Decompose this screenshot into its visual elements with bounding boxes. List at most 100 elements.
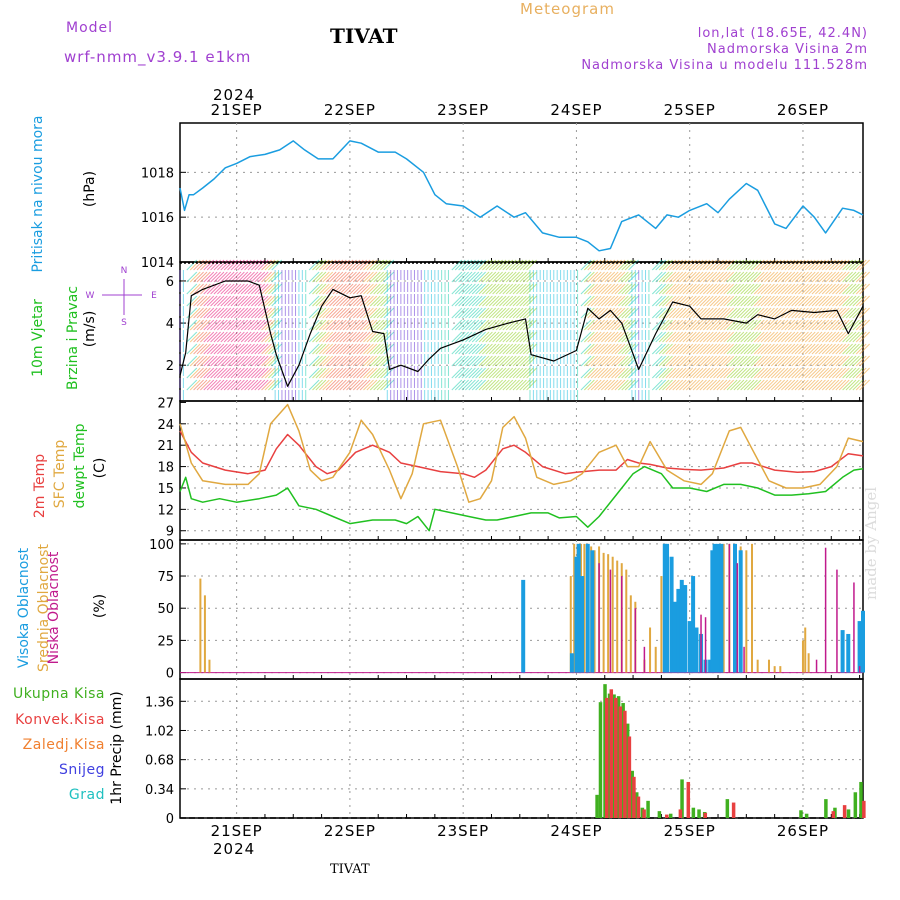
wind-barb	[234, 271, 245, 283]
wind-barb	[230, 271, 242, 283]
wind-barb	[363, 355, 374, 367]
wind-barb	[200, 367, 211, 379]
wind-barb	[339, 295, 351, 307]
compass-e: E	[151, 291, 157, 301]
wind-barb	[376, 271, 388, 283]
wind-barb	[468, 259, 480, 271]
wind-barb	[451, 259, 463, 271]
wind-barb	[237, 295, 249, 307]
wind-barb	[376, 367, 388, 379]
wind-barb	[342, 355, 354, 367]
wind-barb	[196, 379, 208, 391]
wind-barb	[699, 379, 711, 391]
wind-barb	[747, 307, 758, 319]
wind-barb	[587, 271, 599, 283]
wind-barb	[200, 295, 211, 307]
wind-barb	[240, 343, 252, 355]
wind-barb	[604, 271, 616, 283]
wind-barb	[271, 367, 283, 379]
wind-barb	[468, 319, 480, 331]
wind-barb	[346, 367, 357, 379]
wind-barb	[706, 331, 718, 343]
wind-barb	[689, 355, 701, 367]
wind-barb	[801, 355, 813, 367]
wind-barb	[454, 379, 466, 391]
wind-barb	[781, 295, 792, 307]
wind-barb	[465, 355, 476, 367]
wind-barb	[325, 319, 337, 331]
wind-barb	[383, 343, 395, 355]
wind-barb	[461, 307, 473, 319]
wind-barb	[509, 259, 520, 271]
wind-barb	[651, 379, 663, 391]
wind-barb	[352, 259, 364, 271]
wind-barb	[716, 331, 728, 343]
wind-barb	[257, 271, 269, 283]
wind-barb	[600, 319, 612, 331]
wind-barb	[482, 355, 493, 367]
wind-barb	[770, 367, 782, 379]
wind-barb	[852, 319, 864, 331]
wind-barb	[611, 367, 622, 379]
wind-barb	[651, 319, 663, 331]
wind-barb	[478, 379, 490, 391]
wind-barb	[621, 367, 633, 379]
wind-barb	[478, 343, 490, 355]
wind-barb	[655, 259, 667, 271]
cloud-bar-high_cloud	[710, 550, 715, 673]
wind-barb	[675, 367, 687, 379]
wind-barb	[458, 295, 469, 307]
wind-barb	[488, 331, 500, 343]
wind-barb	[852, 259, 864, 271]
wind-barb	[655, 271, 667, 283]
wind-barb	[203, 259, 215, 271]
wind-barb	[832, 283, 843, 295]
wind-barb	[679, 319, 690, 331]
wind-barb	[223, 295, 235, 307]
wind-barb	[706, 271, 718, 283]
wind-barb	[791, 283, 802, 295]
wind-barb	[223, 259, 235, 271]
wind-barb	[478, 283, 490, 295]
wind-barb	[757, 307, 769, 319]
wind-barb	[502, 379, 514, 391]
wind-barb	[383, 355, 395, 367]
wind-barb	[621, 271, 633, 283]
wind-barb	[682, 319, 694, 331]
wind-barb	[509, 271, 520, 283]
wind-barb	[730, 355, 741, 367]
wind-barb	[196, 283, 208, 295]
wind-barb	[784, 331, 796, 343]
wind-barb	[220, 343, 232, 355]
wind-barb	[251, 367, 262, 379]
wind-barb	[832, 379, 843, 391]
wind-barb	[247, 319, 259, 331]
wind-barb	[451, 367, 463, 379]
wind-barb	[339, 331, 351, 343]
cloud-bar-mid_cloud	[660, 576, 663, 673]
wind-barb	[335, 319, 347, 331]
wind-barb	[716, 271, 728, 283]
wind-barb	[617, 355, 629, 367]
wind-barb	[614, 271, 626, 283]
wind-barb	[193, 367, 204, 379]
wind-barb	[723, 307, 735, 319]
wind-barb	[689, 271, 701, 283]
wind-barb	[692, 259, 704, 271]
wind-barb	[835, 367, 847, 379]
wind-barb	[587, 355, 599, 367]
wind-barb	[502, 307, 514, 319]
precip-bar-total_precip	[859, 781, 863, 818]
wind-barb	[196, 331, 208, 343]
wind-barb	[482, 319, 493, 331]
wind-barb	[662, 295, 673, 307]
wind-barb	[668, 331, 680, 343]
wind-barb	[665, 319, 677, 331]
wind-barb	[818, 379, 830, 391]
cloud-bar-low_cloud	[700, 614, 702, 673]
cloud-bar-mid_cloud	[750, 543, 753, 673]
wind-barb	[825, 307, 836, 319]
wind-barb	[318, 283, 330, 295]
wind-barb	[267, 319, 279, 331]
wind-barb	[200, 355, 211, 367]
